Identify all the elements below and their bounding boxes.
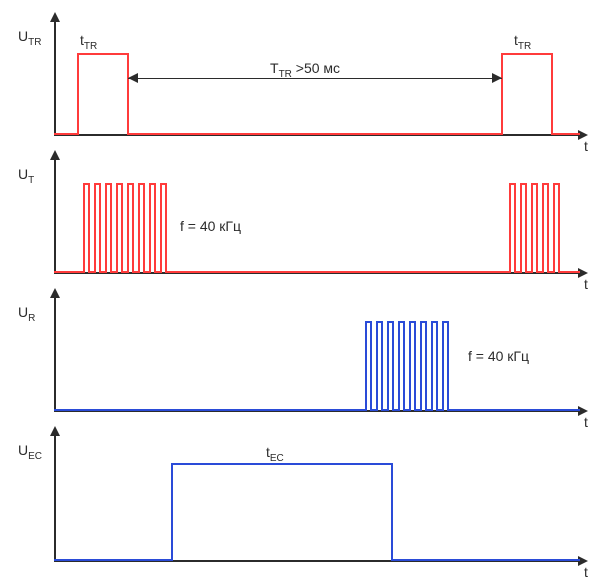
uec-pulse-label: tEC <box>266 444 284 464</box>
uec-waveform <box>0 0 600 580</box>
timing-diagram: t UTR tTR tTR TTR >50 мс t UT f = 40 кГц… <box>0 0 600 588</box>
